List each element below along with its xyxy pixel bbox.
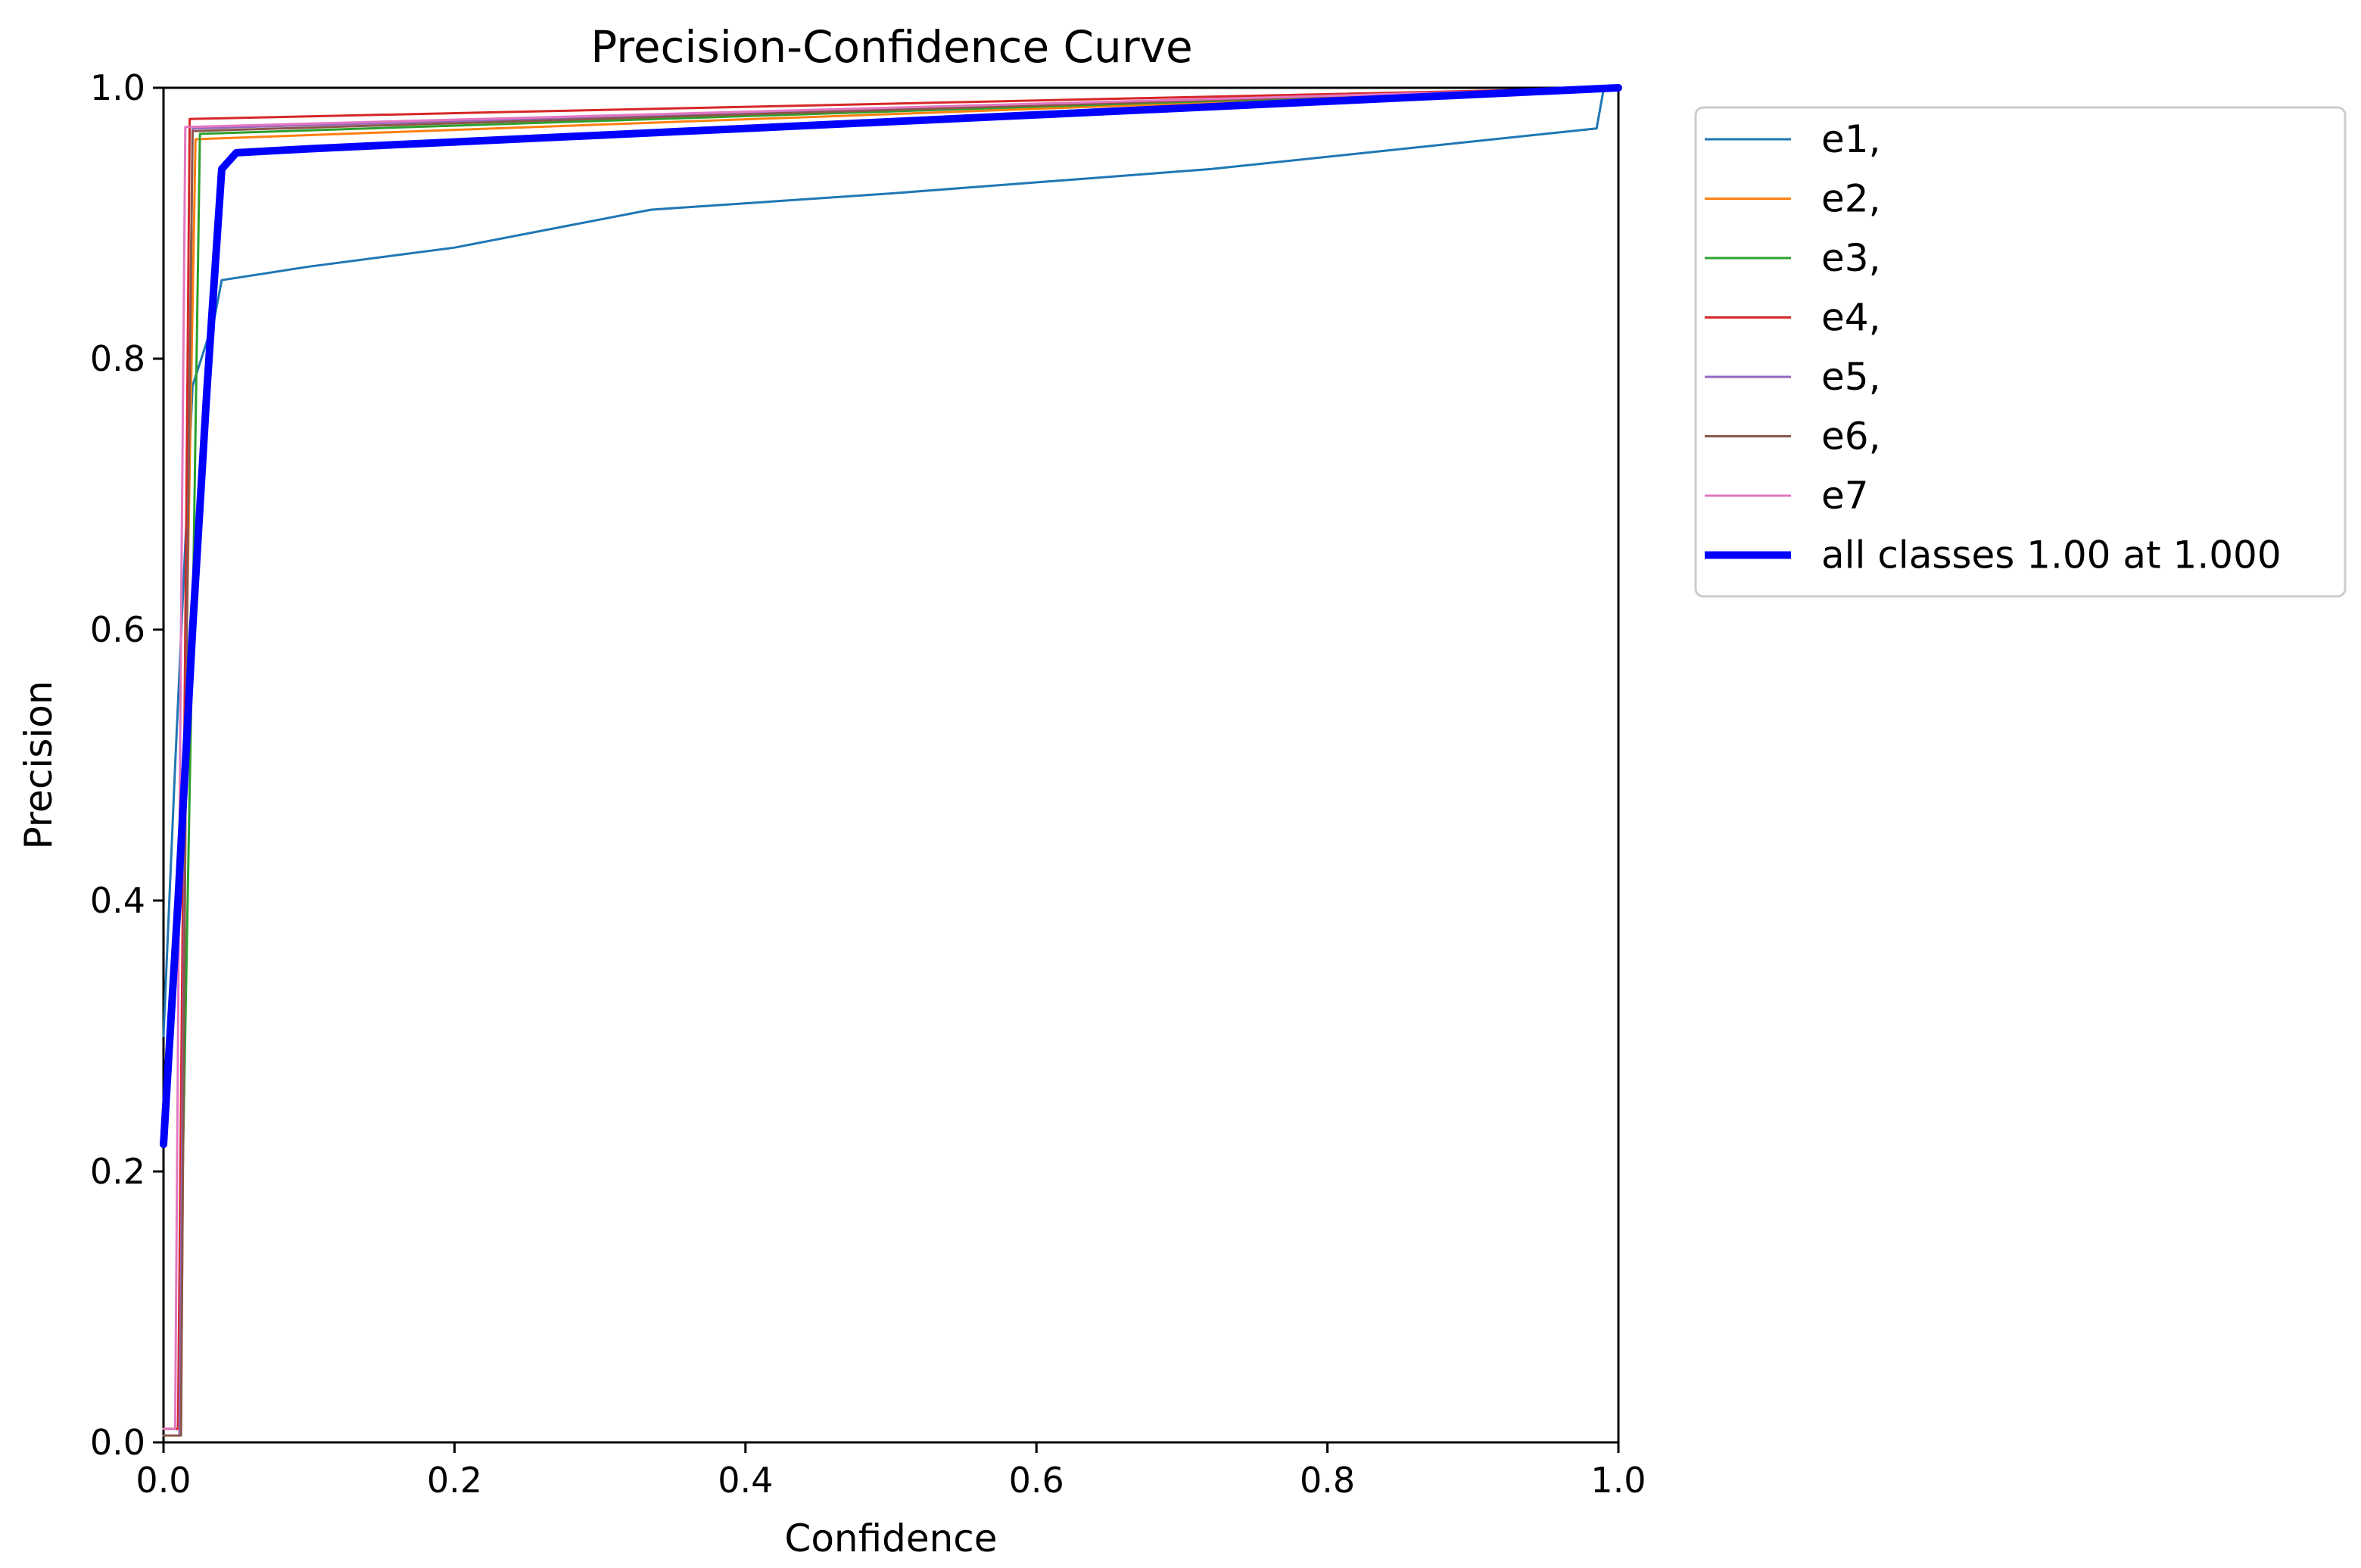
legend-label-1: e1, <box>1821 117 1880 161</box>
y-tick-label: 0.6 <box>90 609 145 650</box>
legend-label-6: e6, <box>1821 415 1880 459</box>
series-line-1 <box>162 86 1620 1038</box>
x-axis-label: Confidence <box>784 1517 997 1560</box>
plot-area-frame <box>162 86 1620 1444</box>
series-line-8 <box>160 84 1622 1149</box>
x-tick-label: 0.6 <box>1009 1460 1064 1501</box>
x-tick-label: 0.8 <box>1300 1460 1355 1501</box>
series-line-5 <box>162 86 1620 1437</box>
legend-label-2: e2, <box>1821 177 1880 221</box>
series-line-2 <box>162 86 1620 1430</box>
y-tick-label: 0.2 <box>90 1151 145 1192</box>
x-tick-label: 0.4 <box>718 1460 773 1501</box>
series-line-3 <box>162 86 1620 1430</box>
legend-label-5: e5, <box>1821 355 1880 399</box>
y-tick-label: 0.8 <box>90 338 145 379</box>
legend: e1, e2, e3, e4, e5, e6, e7 all classes 1.00 at … <box>1694 106 2347 598</box>
x-tick-label: 0.0 <box>135 1460 191 1501</box>
x-tick-label: 1.0 <box>1590 1460 1646 1501</box>
legend-label-3: e3, <box>1821 236 1880 280</box>
chart-title: Precision-Confidence Curve <box>590 21 1192 73</box>
series-lines <box>160 84 1622 1437</box>
legend-label-4: e4, <box>1821 296 1880 340</box>
x-tick-label: 0.2 <box>427 1460 482 1501</box>
legend-box <box>1694 106 2347 598</box>
series-line-7 <box>162 86 1620 1430</box>
series-line-6 <box>162 86 1620 1437</box>
legend-label-8: all classes 1.00 at 1.000 <box>1821 534 2282 577</box>
series-line-4 <box>162 86 1620 1430</box>
legend-label-7: e7 <box>1821 474 1869 518</box>
y-axis-label: Precision <box>17 680 61 849</box>
y-tick-label: 0.4 <box>90 880 145 921</box>
axis-ticks: 0.0 0.2 0.4 0.6 0.8 1.0 0.0 0.2 0.4 0.6 0.8 1.0 <box>90 67 1646 1501</box>
y-tick-label: 1.0 <box>90 67 145 108</box>
y-tick-label: 0.0 <box>90 1422 145 1463</box>
